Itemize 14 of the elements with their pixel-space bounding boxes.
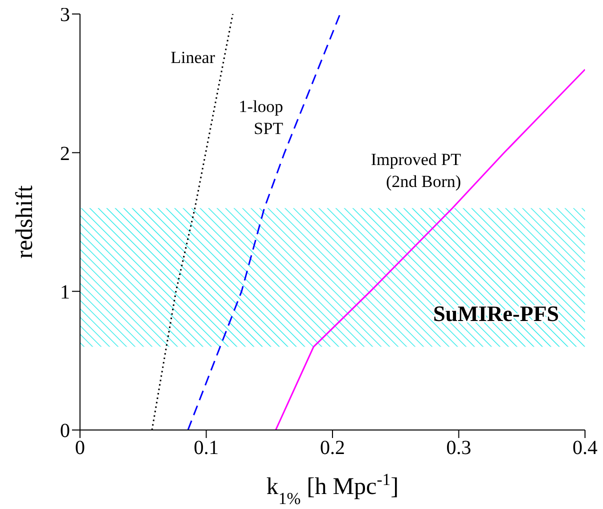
x-tick-label: 0.4 — [572, 437, 598, 460]
y-axis-title: redshift — [12, 185, 38, 259]
series-label: Linear — [170, 48, 216, 67]
x-tick-label: 0.3 — [446, 437, 472, 460]
x-axis-title: k$_{1%}$ [h Mpc$^{-1}$] — [266, 470, 399, 508]
y-tick-label: 3 — [60, 4, 70, 26]
series-label: Improved PT (2nd Born) — [370, 150, 462, 191]
x-tick-label: 0 — [75, 437, 85, 460]
x-tick-label: 0.2 — [320, 437, 345, 460]
series-label: 1-loop SPT — [238, 96, 284, 138]
y-tick-label: 2 — [60, 142, 70, 165]
y-tick-label: 1 — [60, 281, 70, 304]
x-tick-label: 0.1 — [194, 437, 219, 460]
y-tick-label: 0 — [60, 420, 70, 442]
